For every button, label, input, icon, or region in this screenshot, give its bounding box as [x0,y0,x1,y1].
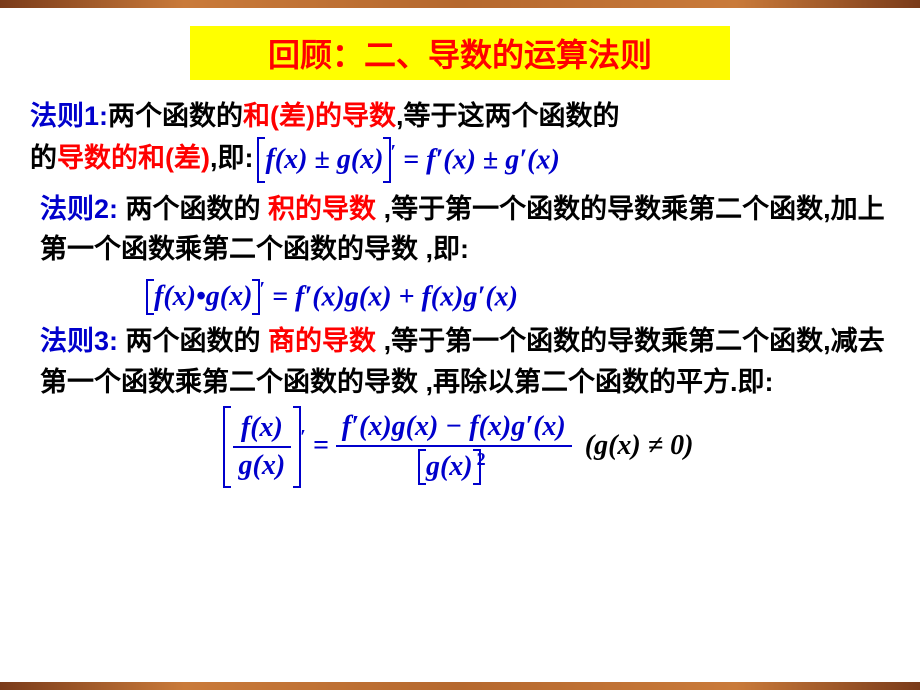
rule-1-text-b: ,等于这两个函数的 [396,96,620,137]
rule-2-eq: = [272,281,295,312]
rule-2-lhs: f(x)•g(x) [154,281,252,312]
rule-3-lhs-num: f(x) [233,412,292,446]
rule-2-keyword: 积的导数 [268,194,376,224]
rule-2-label: 法则2: [40,194,118,224]
rule-2-rhs: f′(x)g(x) + f(x)g′(x) [295,281,518,312]
rule-3-keyword: 商的导数 [268,326,376,356]
rule-1-eq: = [403,144,426,175]
rule-3-formula: f(x) g(x) ′ = f′(x)g(x) − f(x)g′(x) g(x)… [30,410,890,484]
rule-1-rhs: f′(x) ± g′(x) [426,144,560,175]
rule-3-eq: = [313,430,336,461]
rule-1-lhs: f(x) ± g(x) [265,144,383,175]
rule-3: 法则3: 两个函数的 商的导数 ,等于第一个函数的导数乘第二个函数,减去第一个函… [40,321,890,402]
rule-1-keyword: 和(差)的导数 [243,96,396,137]
top-border [0,0,920,8]
slide-content: 回顾：二、导数的运算法则 法则1: 两个函数的 和(差)的导数 ,等于这两个函数… [0,8,920,682]
rule-1-text-c: ,即: [210,138,254,179]
rule-3-label: 法则3: [40,326,118,356]
rule-1-text-b2: 的 [30,138,57,179]
rule-1-keyword2: 导数的和(差) [57,138,210,179]
bottom-border [0,682,920,690]
rule-3-text-a: 两个函数的 [126,326,261,356]
rule-3-rhs-den: g(x) [426,451,473,482]
rule-2-formula: f(x)•g(x)′ = f′(x)g(x) + f(x)g′(x) [150,278,890,313]
rule-3-rhs-num: f′(x)g(x) − f(x)g′(x) [336,411,572,445]
rule-3-lhs-den: g(x) [233,446,292,482]
rule-1-text-a: 两个函数的 [108,96,243,137]
title-box: 回顾：二、导数的运算法则 [190,26,730,80]
rule-1: 法则1: 两个函数的 和(差)的导数 ,等于这两个函数的 的 导数的和(差) ,… [30,96,890,181]
rule-2: 法则2: 两个函数的 积的导数 ,等于第一个函数的导数乘第二个函数,加上第一个函… [40,189,890,270]
rule-1-label: 法则1: [30,96,108,137]
rule-1-formula: f(x) ± g(x)′ = f′(x) ± g′(x) [261,137,559,181]
rule-2-text-a: 两个函数的 [126,194,261,224]
slide-title: 回顾：二、导数的运算法则 [268,37,652,73]
rule-3-condition: (g(x) ≠ 0) [585,430,694,461]
